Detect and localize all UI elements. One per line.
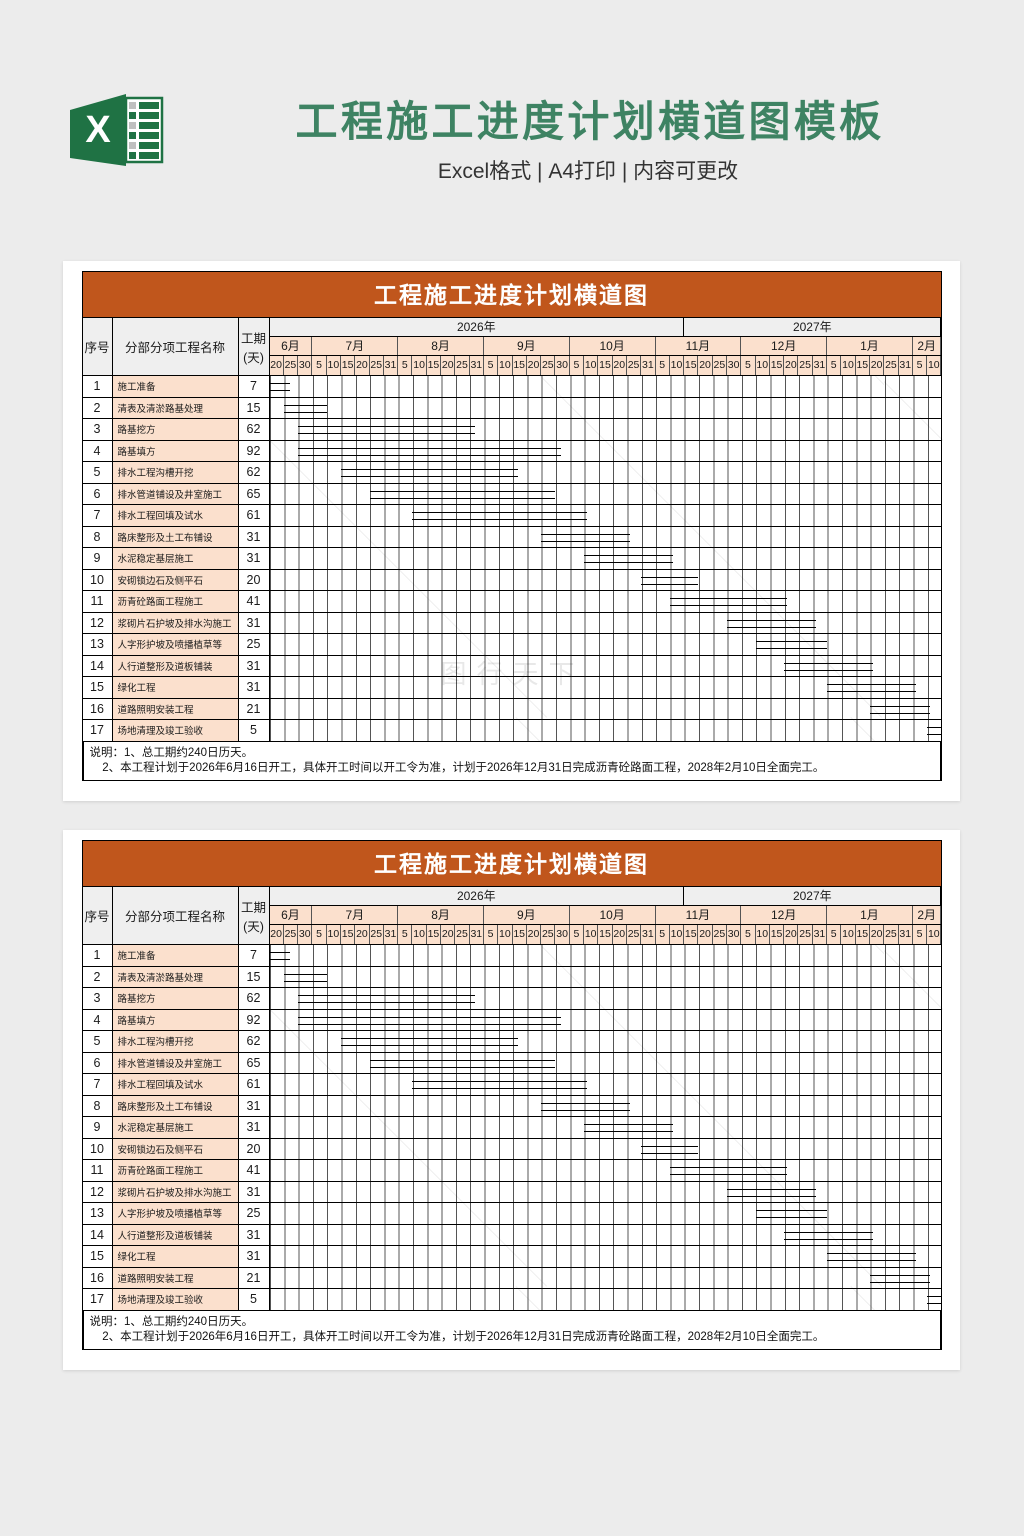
svg-text:X: X [85,109,111,151]
